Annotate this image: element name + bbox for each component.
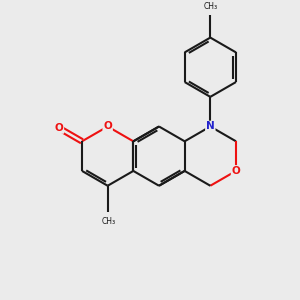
Text: O: O: [55, 123, 63, 133]
Text: CH₃: CH₃: [102, 218, 116, 226]
Text: O: O: [232, 166, 240, 176]
Text: N: N: [206, 122, 215, 131]
Text: CH₃: CH₃: [203, 2, 218, 11]
Text: O: O: [103, 122, 112, 131]
